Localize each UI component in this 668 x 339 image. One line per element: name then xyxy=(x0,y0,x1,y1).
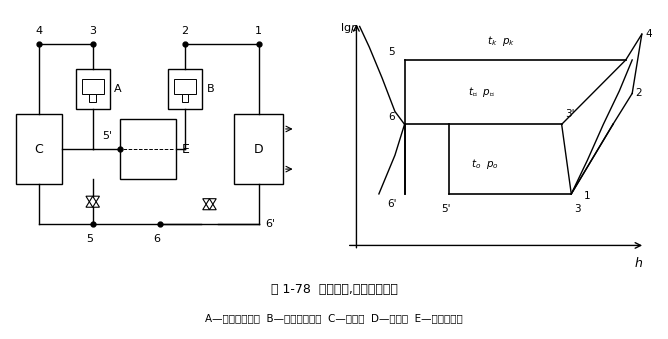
Text: A—高压级制冷机  B—低压级制冷机  C—冷凝器  D—蒸发器  E—中间冷却器: A—高压级制冷机 B—低压级制冷机 C—冷凝器 D—蒸发器 E—中间冷却器 xyxy=(205,314,463,324)
Text: 2: 2 xyxy=(635,88,642,98)
Text: 4: 4 xyxy=(645,29,652,39)
Text: $t_{中}$  $p_{中}$: $t_{中}$ $p_{中}$ xyxy=(468,85,495,99)
Bar xyxy=(234,114,283,184)
Bar xyxy=(120,119,176,179)
Text: 5': 5' xyxy=(103,132,113,141)
Text: D: D xyxy=(254,142,263,156)
Text: C: C xyxy=(35,142,43,156)
Text: 1: 1 xyxy=(584,192,591,201)
Text: 5: 5 xyxy=(86,234,93,244)
Text: 1: 1 xyxy=(255,26,262,36)
Text: lg$p$: lg$p$ xyxy=(341,21,359,35)
Text: 3': 3' xyxy=(565,109,574,119)
Bar xyxy=(16,114,62,184)
Text: E: E xyxy=(182,142,190,156)
Text: $t_o$  $p_o$: $t_o$ $p_o$ xyxy=(471,157,499,171)
Text: B: B xyxy=(206,84,214,94)
Bar xyxy=(182,94,188,102)
Text: 6': 6' xyxy=(265,219,275,229)
Bar xyxy=(76,69,110,109)
Text: 5': 5' xyxy=(442,204,451,214)
Text: 6': 6' xyxy=(387,199,397,209)
Text: 4: 4 xyxy=(35,26,43,36)
Text: 3: 3 xyxy=(574,204,581,214)
Text: 6: 6 xyxy=(388,112,395,122)
Text: 5: 5 xyxy=(388,47,395,57)
Text: 2: 2 xyxy=(181,26,188,36)
Text: 图 1-78  两次节流,中间完全节流: 图 1-78 两次节流,中间完全节流 xyxy=(271,283,397,296)
Bar xyxy=(81,79,104,94)
Bar xyxy=(90,94,96,102)
Text: $t_k$  $p_k$: $t_k$ $p_k$ xyxy=(486,34,515,47)
Text: $h$: $h$ xyxy=(634,256,643,270)
Bar xyxy=(168,69,202,109)
Text: 3: 3 xyxy=(90,26,96,36)
Text: A: A xyxy=(114,84,122,94)
Bar xyxy=(174,79,196,94)
Text: 6: 6 xyxy=(154,234,161,244)
